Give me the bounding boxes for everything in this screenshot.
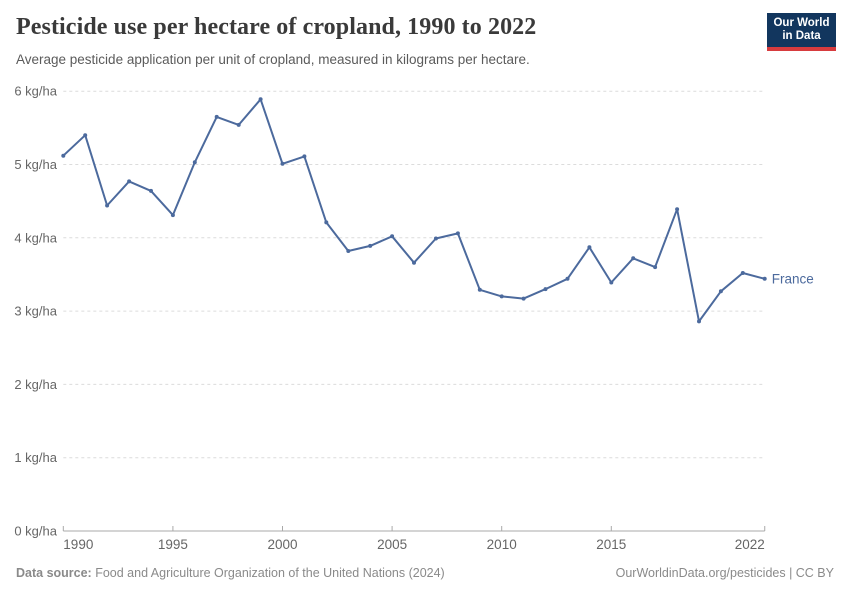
owid-license-link[interactable]: OurWorldinData.org/pesticides | CC BY: [615, 566, 834, 580]
data-point[interactable]: [412, 260, 416, 265]
data-source-label: Data source:: [16, 566, 92, 580]
x-axis-tick-label: 2022: [735, 537, 765, 552]
data-point[interactable]: [280, 161, 285, 166]
data-point[interactable]: [236, 122, 241, 127]
data-point[interactable]: [609, 280, 614, 285]
owid-logo-text: Our World in Data: [767, 13, 836, 47]
y-axis-tick-label: 1 kg/ha: [14, 450, 57, 465]
data-point[interactable]: [718, 289, 723, 294]
data-point[interactable]: [214, 114, 219, 119]
data-point[interactable]: [346, 249, 351, 253]
x-axis-tick-label: 2015: [596, 537, 626, 552]
data-point[interactable]: [631, 256, 636, 261]
data-point[interactable]: [149, 188, 153, 193]
data-point[interactable]: [521, 296, 526, 301]
x-axis-tick-label: 2000: [267, 537, 297, 552]
chart-footer: Data source: Food and Agriculture Organi…: [16, 566, 834, 580]
data-point[interactable]: [543, 287, 548, 292]
data-point[interactable]: [324, 220, 329, 225]
chart-title: Pesticide use per hectare of cropland, 1…: [16, 14, 537, 40]
y-axis-tick-label: 5 kg/ha: [14, 157, 57, 172]
data-point[interactable]: [390, 234, 395, 239]
y-axis-tick-label: 6 kg/ha: [14, 84, 57, 99]
data-point[interactable]: [302, 154, 307, 159]
data-point[interactable]: [587, 245, 592, 250]
series-line[interactable]: [62, 98, 766, 323]
data-point[interactable]: [105, 203, 110, 208]
data-point[interactable]: [127, 179, 132, 184]
owid-logo-red-bar: [767, 47, 836, 51]
owid-logo-line1: Our World: [773, 16, 830, 29]
data-point[interactable]: [192, 160, 197, 165]
series-end-label[interactable]: France: [772, 271, 814, 286]
y-axis-tick-label: 3 kg/ha: [14, 304, 57, 319]
line-chart[interactable]: 0 kg/ha 1 kg/ha 2 kg/ha 3 kg/ha 4 kg/ha 5 kg/…: [0, 75, 850, 562]
data-point[interactable]: [455, 231, 460, 236]
chart-subtitle: Average pesticide application per unit o…: [16, 52, 530, 67]
data-point[interactable]: [258, 97, 263, 102]
data-point[interactable]: [477, 287, 482, 292]
x-axis-tick-label: 1990: [63, 537, 93, 552]
owid-logo-line2: in Data: [782, 30, 821, 42]
data-point[interactable]: [170, 213, 175, 218]
data-point[interactable]: [368, 243, 373, 248]
x-axis-tick-label: 1995: [158, 537, 188, 552]
data-point[interactable]: [653, 265, 658, 270]
data-point[interactable]: [433, 236, 438, 241]
data-point[interactable]: [697, 319, 701, 324]
data-point[interactable]: [740, 271, 745, 275]
data-point[interactable]: [565, 276, 570, 281]
data-point[interactable]: [83, 133, 88, 138]
data-source-text: Food and Agriculture Organization of the…: [91, 566, 445, 580]
owid-logo[interactable]: Our World in Data: [767, 13, 836, 51]
data-point[interactable]: [61, 153, 66, 158]
y-axis-tick-label: 4 kg/ha: [14, 230, 57, 245]
data-point[interactable]: [499, 294, 504, 299]
y-axis-tick-label: 2 kg/ha: [14, 377, 57, 392]
data-point[interactable]: [675, 207, 680, 212]
data-source-note: Data source: Food and Agriculture Organi…: [16, 566, 445, 580]
x-axis-tick-label: 2010: [487, 537, 517, 552]
data-point[interactable]: [762, 276, 767, 281]
x-axis-tick-label: 2005: [377, 537, 407, 552]
y-axis-tick-label: 0 kg/ha: [14, 524, 57, 539]
